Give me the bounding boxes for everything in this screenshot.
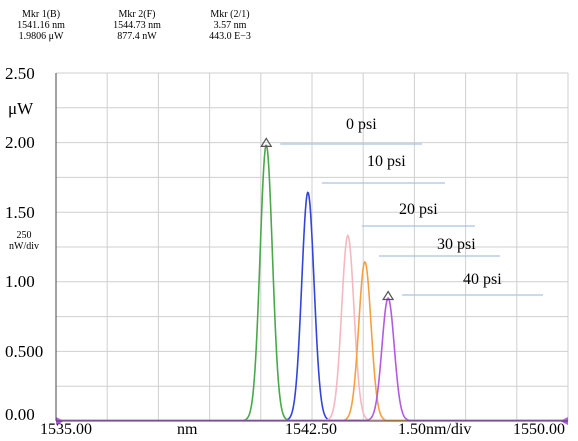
marker-symbols — [56, 137, 568, 425]
series-label-30psi: 30 psi — [437, 236, 476, 253]
series-label-40psi: 40 psi — [463, 271, 502, 288]
marker-2-symbol — [382, 290, 395, 301]
marker-2-title: Mkr 2(F) — [118, 9, 156, 20]
x-tick-label: 1535.00 — [40, 421, 92, 438]
marker-delta-ratio: 443.0 E−3 — [209, 31, 251, 42]
y-tick-label: 2.50 — [5, 64, 35, 83]
y-tick-label: 1.50 — [5, 203, 35, 222]
label-leader-lines — [280, 143, 543, 296]
x-axis-unit: nm — [177, 421, 198, 438]
y-tick-label: 2.00 — [5, 133, 35, 152]
marker-2-power: 877.4 nW — [117, 31, 157, 42]
marker-2-readout: Mkr 2(F) 1544.73 nm 877.4 nW — [102, 9, 172, 42]
x-tick-label: 1542.50 — [285, 421, 337, 438]
series-label-0psi: 0 psi — [346, 116, 377, 133]
marker-delta-wavelength: 3.57 nm — [213, 20, 247, 31]
x-scale-per-div: 1.50nm/div — [398, 421, 472, 438]
y-axis-unit: μW — [8, 99, 34, 118]
marker-1-title: Mkr 1(B) — [21, 9, 61, 20]
series-label-20psi: 20 psi — [399, 201, 438, 218]
y-tick-label: 1.00 — [5, 272, 35, 291]
marker-delta-readout: Mkr (2/1) 3.57 nm 443.0 E−3 — [195, 9, 265, 42]
marker-1-wavelength: 1541.16 nm — [17, 20, 65, 31]
axes — [55, 73, 568, 422]
y-tick-label: 0.500 — [5, 342, 44, 361]
marker-1-symbol — [260, 137, 273, 147]
y-tick-label: 0.00 — [5, 405, 35, 424]
series-label-10psi: 10 psi — [367, 153, 406, 170]
marker-1-power: 1.9806 μW — [18, 31, 64, 42]
marker-1-readout: Mkr 1(B) 1541.16 nm 1.9806 μW — [6, 9, 76, 42]
marker-2-wavelength: 1544.73 nm — [113, 20, 161, 31]
y-scale-per-div: 250 nW/div — [9, 230, 39, 252]
x-tick-label: 1550.00 — [513, 421, 565, 438]
marker-delta-title: Mkr (2/1) — [210, 9, 250, 20]
